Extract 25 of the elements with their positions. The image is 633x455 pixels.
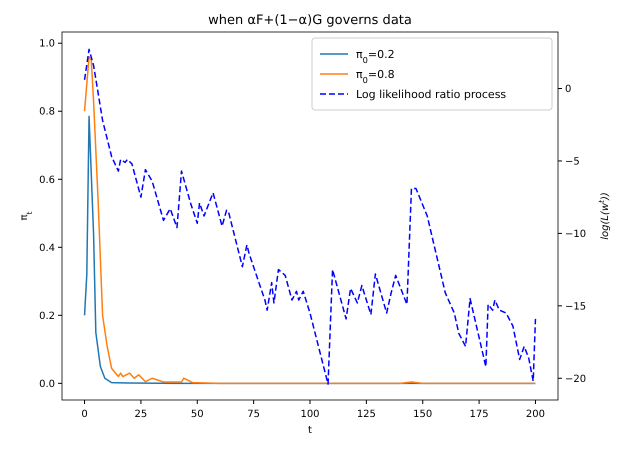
x-tick-label: 200 — [526, 409, 545, 420]
y-tick-label: 1.0 — [39, 38, 55, 50]
y2-tick-label: 0 — [565, 84, 572, 96]
y2-tick-label: −20 — [565, 374, 586, 385]
x-tick-label: 50 — [190, 409, 204, 420]
chart-title: when αF+(1−α)G governs data — [208, 13, 412, 28]
y-tick-label: 0.0 — [39, 378, 55, 390]
x-tick-label: 175 — [470, 409, 489, 420]
y2-tick-label: −5 — [565, 156, 580, 168]
x-tick-label: 100 — [300, 409, 320, 420]
x-tick-label: 75 — [247, 409, 260, 420]
y-tick-label: 0.2 — [39, 310, 55, 322]
y-tick-label: 0.8 — [39, 106, 55, 118]
y2-tick-label: −15 — [565, 301, 586, 312]
x-tick-label: 0 — [81, 409, 88, 420]
y2-tick-label: −10 — [565, 228, 586, 240]
legend-label: Log likelihood ratio process — [356, 88, 506, 101]
x-tick-label: 25 — [134, 409, 148, 420]
y-tick-label: 0.4 — [39, 242, 55, 254]
legend-label: π$_{0}$=0.8 — [356, 68, 395, 85]
x-axis-title: t — [308, 425, 312, 436]
y-tick-label: 0.6 — [39, 174, 55, 186]
legend-label: π$_{0}$=0.2 — [356, 48, 395, 65]
x-tick-label: 150 — [413, 409, 432, 420]
x-tick-label: 125 — [356, 409, 376, 420]
